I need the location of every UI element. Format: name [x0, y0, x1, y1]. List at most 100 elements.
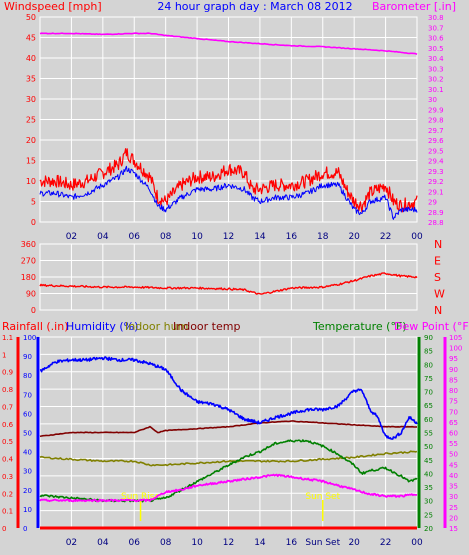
humidity-series-line: [39, 356, 418, 440]
wind-x-tick-label: 12: [223, 232, 234, 242]
thp-x-tick-label: 04: [97, 538, 109, 548]
wind-direction-series-line: [39, 272, 418, 295]
humidity-tick-label: 10: [23, 506, 32, 514]
rainfall-tick-label: 0.2: [2, 490, 13, 498]
legend-humidity: Humidity (%): [66, 320, 138, 333]
thp-x-tick-label: 10: [191, 538, 203, 548]
dew-point-tick-label: 85: [449, 376, 458, 384]
wind-x-tick-label: 02: [66, 232, 77, 242]
dew-point-tick-label: 30: [449, 493, 458, 501]
compass-label: N: [434, 304, 442, 317]
temperature-humidity-panel: 0 0.1 0.2 0.3 0.4 0.5 0.6 0.7 0.8 0.9 1 1.1 0 10 20 30 4…: [2, 334, 462, 548]
dew-point-tick-label: 55: [449, 440, 458, 448]
temperature-tick-label: 80: [424, 361, 433, 369]
windspeed-tick-label: 40: [26, 54, 36, 63]
wind-x-tick-label: 18: [317, 232, 329, 242]
wind-x-tick-label: 06: [129, 232, 141, 242]
dew-point-tick-label: 80: [449, 387, 458, 395]
rainfall-tick-label: 0.6: [2, 421, 14, 429]
thp-x-tick-label: 02: [66, 538, 77, 548]
barometer-tick-label: 30.1: [428, 86, 444, 94]
windspeed-tick-label: 15: [26, 157, 36, 166]
compass-label: E: [434, 255, 441, 268]
temperature-tick-label: 90: [424, 334, 433, 342]
thp-x-tick-label: 08: [160, 538, 172, 548]
windspeed-tick-label: 50: [26, 13, 36, 22]
dew-point-tick-label: 50: [449, 451, 458, 459]
wind-x-tick-label: 16: [286, 232, 298, 242]
rainfall-tick-label: 0.8: [2, 386, 13, 394]
dew-point-tick-label: 95: [449, 355, 458, 363]
thp-x-tick-label: 16: [286, 538, 298, 548]
barometer-tick-label: 29.7: [428, 127, 444, 135]
chart-title: 24 hour graph day : March 08 2012: [157, 0, 352, 13]
dew-point-tick-label: 60: [449, 430, 458, 438]
barometer-tick-label: 28.9: [428, 209, 444, 217]
barometer-tick-label: 30.6: [428, 35, 444, 43]
humidity-tick-label: 50: [23, 430, 32, 438]
temperature-tick-label: 25: [424, 511, 433, 519]
temperature-tick-label: 85: [424, 348, 433, 356]
compass-label: W: [434, 288, 445, 301]
thp-x-tick-label: 14: [254, 538, 266, 548]
barometer-tick-label: 30.5: [428, 45, 444, 53]
dew-point-tick-label: 90: [449, 366, 458, 374]
rainfall-tick-label: 0.9: [2, 369, 13, 377]
windspeed-tick-label: 0: [31, 218, 36, 227]
rainfall-tick-label: 0.5: [2, 438, 13, 446]
windspeed-tick-label: 35: [26, 75, 36, 84]
thp-x-tick-label: 00: [411, 538, 423, 548]
temperature-tick-label: 70: [424, 389, 433, 397]
barometer-tick-label: 29.3: [428, 168, 444, 176]
legend-indoor-hum: Indoor hum: [125, 320, 188, 333]
humidity-tick-label: 70: [23, 391, 32, 399]
dew-point-tick-label: 105: [449, 334, 462, 342]
windspeed-tick-label: 45: [26, 34, 36, 43]
humidity-tick-label: 30: [23, 468, 32, 476]
humidity-tick-label: 80: [23, 372, 32, 380]
compass-label: N: [434, 238, 442, 251]
barometer-tick-label: 30.7: [428, 24, 444, 32]
dew-point-tick-label: 70: [449, 408, 458, 416]
thp-x-tick-label: 06: [129, 538, 141, 548]
temperature-tick-label: 55: [424, 430, 433, 438]
barometer-tick-label: 29.9: [428, 106, 444, 114]
barometer-axis-title: Barometer [.in]: [372, 0, 456, 13]
legend-temperature: Temperature (°F): [312, 320, 407, 333]
wind-barometer-panel: 0 5 10 15 20 25 30 35 40 45 50 28.8 28.9 29 29.1 29.2 29…: [26, 13, 444, 242]
dew-point-tick-label: 40: [449, 472, 458, 480]
temperature-tick-label: 65: [424, 402, 433, 410]
thp-x-tick-label: 20: [348, 538, 360, 548]
compass-label: S: [434, 271, 441, 284]
rainfall-tick-label: 1.1: [2, 334, 13, 342]
wind-x-tick-label: 20: [348, 232, 360, 242]
dew-point-tick-label: 65: [449, 419, 458, 427]
rainfall-tick-label: 0.3: [2, 473, 13, 481]
barometer-tick-label: 29.2: [428, 178, 444, 186]
temperature-tick-label: 35: [424, 484, 433, 492]
rainfall-tick-label: 0.1: [2, 508, 13, 516]
wind-x-tick-label: 10: [191, 232, 203, 242]
barometer-tick-label: 30.2: [428, 76, 444, 84]
wind-x-tick-label: 04: [97, 232, 109, 242]
windspeed-tick-label: 20: [26, 136, 36, 145]
barometer-series-line: [39, 32, 418, 55]
rainfall-tick-label: 0.7: [2, 403, 13, 411]
temperature-series-line: [39, 439, 418, 503]
direction-tick-label: 180: [21, 273, 36, 282]
wind-x-tick-label: 08: [160, 232, 172, 242]
windspeed-tick-label: 10: [26, 177, 36, 186]
barometer-tick-label: 30.4: [428, 55, 444, 63]
thp-x-tick-label: 12: [223, 538, 234, 548]
thp-x-tick-label: Sun Set: [305, 538, 340, 548]
temperature-tick-label: 60: [424, 416, 433, 424]
legend-rainfall: Rainfall (.in): [2, 320, 69, 333]
wind-x-tick-label: 00: [411, 232, 423, 242]
dew-point-tick-label: 75: [449, 398, 458, 406]
rainfall-tick-label: 0.4: [2, 456, 14, 464]
legend-indoor-temp: Indoor temp: [173, 320, 240, 333]
windspeed-tick-label: 5: [31, 198, 36, 207]
barometer-tick-label: 29.1: [428, 188, 444, 196]
